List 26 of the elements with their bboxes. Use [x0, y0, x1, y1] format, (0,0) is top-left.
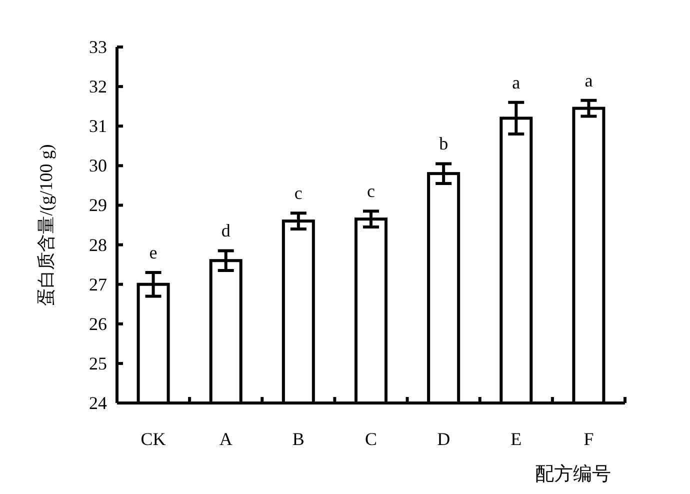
annotation: c	[367, 181, 375, 202]
y-tick-label: 27	[89, 274, 107, 294]
annotation: c	[294, 183, 302, 204]
y-tick-label: 32	[89, 76, 107, 97]
y-tick-label: 29	[89, 195, 107, 216]
y-tick-label: 31	[89, 116, 107, 136]
x-tick-label: CK	[140, 429, 166, 449]
x-axis-title: 配方编号	[535, 463, 611, 485]
x-tick-label: B	[292, 429, 304, 449]
x-tick-label: D	[437, 429, 450, 449]
y-tick-label: 33	[89, 37, 107, 57]
x-tick-label: F	[584, 429, 594, 449]
y-tick-label: 30	[89, 156, 107, 176]
annotation: d	[221, 220, 230, 241]
x-tick-label: C	[364, 429, 378, 449]
y-axis-title: 蛋白质含量/(g/100 g)	[36, 144, 56, 306]
annotation: a	[584, 70, 593, 90]
y-tick-label: 24	[89, 393, 107, 413]
annotation: b	[439, 134, 448, 154]
x-tick-label: E	[510, 429, 522, 449]
y-tick-label: 28	[89, 234, 107, 255]
y-tick-label: 26	[89, 314, 107, 334]
x-tick-label: A	[219, 429, 232, 449]
annotation: a	[512, 72, 520, 92]
annotation: e	[149, 242, 158, 262]
y-tick-label: 25	[89, 353, 107, 374]
